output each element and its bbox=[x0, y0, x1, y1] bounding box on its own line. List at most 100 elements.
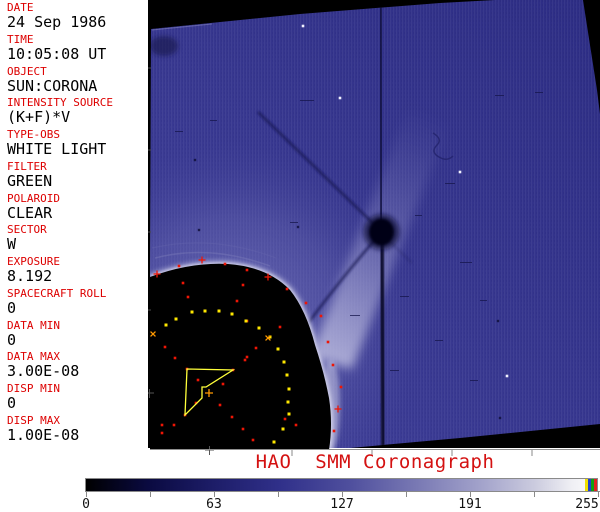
yellow-dot-marker bbox=[286, 400, 290, 404]
field-label-sector: SECTOR bbox=[7, 223, 47, 237]
field-label-date: DATE bbox=[7, 1, 34, 14]
field-label-filter: FILTER bbox=[7, 159, 47, 173]
red-dot-marker bbox=[160, 431, 164, 435]
scratch-artifact bbox=[175, 131, 183, 132]
red-dot-marker bbox=[254, 346, 258, 350]
red-dot-marker bbox=[163, 345, 167, 349]
star-speck bbox=[505, 374, 509, 378]
star-speck bbox=[301, 24, 305, 28]
red-dot-marker bbox=[245, 268, 249, 272]
field-label-data-max: DATA MAX bbox=[7, 350, 60, 364]
field-value-filter: GREEN bbox=[7, 171, 53, 190]
field-label-spacecraft-roll: SPACECRAFT ROLL bbox=[7, 286, 107, 300]
red-dot-marker bbox=[243, 358, 247, 362]
field-value-polaroid: CLEAR bbox=[7, 203, 53, 222]
field-value-date: 24 Sep 1986 bbox=[7, 13, 107, 31]
occulter-blob bbox=[369, 218, 394, 246]
corner-smudge bbox=[150, 36, 178, 56]
yellow-region-polygon bbox=[184, 368, 236, 417]
field-label-disp-max: DISP MAX bbox=[7, 413, 60, 427]
field-spacecraft-roll: SPACECRAFT ROLL 0 bbox=[7, 286, 148, 320]
scratch-artifact bbox=[470, 380, 478, 381]
yellow-dot-marker bbox=[282, 360, 286, 364]
field-disp-max: DISP MAX 1.00E-08 bbox=[7, 413, 148, 447]
field-disp-min: DISP MIN 0 bbox=[7, 383, 148, 415]
field-label-time: TIME bbox=[7, 32, 34, 46]
dark-speck bbox=[496, 319, 500, 323]
ripple-arc-1 bbox=[154, 251, 271, 267]
film-squiggle-artifact bbox=[432, 132, 454, 160]
colorbar-tick bbox=[598, 492, 599, 497]
field-polaroid: POLAROID CLEAR bbox=[7, 192, 148, 225]
red-dot-marker bbox=[235, 299, 239, 303]
field-date: DATE 24 Sep 1986 bbox=[7, 2, 148, 34]
red-dot-marker bbox=[283, 417, 287, 421]
metadata-sidebar: DATE 24 Sep 1986 TIME 10:05:08 UT OBJECT SUN:… bbox=[0, 0, 148, 470]
diffraction-spike-upper bbox=[257, 111, 382, 232]
field-label-exposure: EXPOSURE bbox=[7, 255, 60, 268]
colorbar-label-0: 0 bbox=[82, 497, 90, 512]
red-cross-marker bbox=[334, 405, 342, 413]
field-object: OBJECT SUN:CORONA bbox=[7, 64, 148, 98]
red-dot-marker bbox=[172, 423, 176, 427]
scratch-artifact bbox=[210, 120, 217, 121]
field-exposure: EXPOSURE 8.192 bbox=[7, 256, 148, 288]
red-dot-marker bbox=[251, 438, 255, 442]
red-dot-marker bbox=[223, 262, 227, 266]
red-dot-marker bbox=[278, 325, 282, 329]
red-dot-marker bbox=[326, 340, 330, 344]
yellow-dot-marker bbox=[287, 387, 291, 391]
colorbar-stripe bbox=[585, 479, 588, 491]
red-dot-marker bbox=[218, 403, 222, 407]
field-label-disp-min: DISP MIN bbox=[7, 382, 60, 395]
red-dot-marker bbox=[319, 314, 323, 318]
red-dot-marker bbox=[241, 427, 245, 431]
dark-speck bbox=[193, 158, 197, 162]
scratch-artifact bbox=[290, 222, 298, 223]
star-speck bbox=[338, 96, 342, 100]
yellow-dot-marker bbox=[230, 312, 234, 316]
colorbar-label-255: 255 bbox=[575, 497, 599, 512]
scratch-artifact bbox=[390, 370, 399, 371]
yellow-dot-marker bbox=[217, 309, 221, 313]
field-value-spacecraft-roll: 0 bbox=[7, 298, 17, 317]
field-sector: SECTOR W bbox=[7, 224, 148, 256]
field-label-object: OBJECT bbox=[7, 64, 47, 78]
red-dot-marker bbox=[339, 385, 343, 389]
red-dot-marker bbox=[304, 301, 308, 305]
red-dot-marker bbox=[221, 382, 225, 386]
red-dot-marker bbox=[331, 363, 335, 367]
coronagraph-image[interactable] bbox=[143, 0, 600, 458]
image-title: HAO SMM Coronagraph bbox=[255, 451, 495, 473]
colorbar-label-63: 63 bbox=[206, 497, 222, 512]
orange-plus-marker bbox=[205, 389, 213, 397]
orange-x-marker bbox=[150, 331, 156, 337]
yellow-dot-marker bbox=[276, 347, 280, 351]
field-label-type-obs: TYPE-OBS bbox=[7, 128, 60, 141]
ripple-arc-2 bbox=[151, 242, 277, 259]
field-value-data-max: 3.00E-08 bbox=[7, 362, 80, 381]
red-cross-marker bbox=[198, 256, 206, 264]
colorbar-tick bbox=[534, 492, 535, 497]
yellow-dot-marker bbox=[268, 335, 272, 339]
yellow-dot-marker bbox=[287, 412, 291, 416]
yellow-dot-marker bbox=[190, 310, 194, 314]
scratch-artifact bbox=[535, 92, 543, 93]
scratch-artifact bbox=[300, 100, 314, 101]
colorbar-tick bbox=[86, 492, 87, 497]
field-data-max: DATA MAX 3.00E-08 bbox=[7, 351, 148, 383]
field-intensity-source: INTENSITY SOURCE (K+F)*V bbox=[7, 97, 148, 129]
yellow-dot-marker bbox=[164, 323, 168, 327]
overlay-markers-layer bbox=[150, 24, 543, 444]
colorbar-tick bbox=[342, 492, 343, 497]
field-label-data-min: DATA MIN bbox=[7, 318, 60, 332]
colorbar-axis-line bbox=[85, 491, 600, 492]
red-dot-marker bbox=[241, 283, 245, 287]
scratch-artifact bbox=[400, 296, 409, 297]
colorbar-tick bbox=[214, 492, 215, 497]
occulter-pylon-lower bbox=[379, 231, 386, 448]
scratch-artifact bbox=[350, 315, 360, 316]
yellow-dot-marker bbox=[257, 326, 261, 330]
colorbar-stripe bbox=[591, 479, 594, 491]
yellow-dot-marker bbox=[244, 319, 248, 323]
